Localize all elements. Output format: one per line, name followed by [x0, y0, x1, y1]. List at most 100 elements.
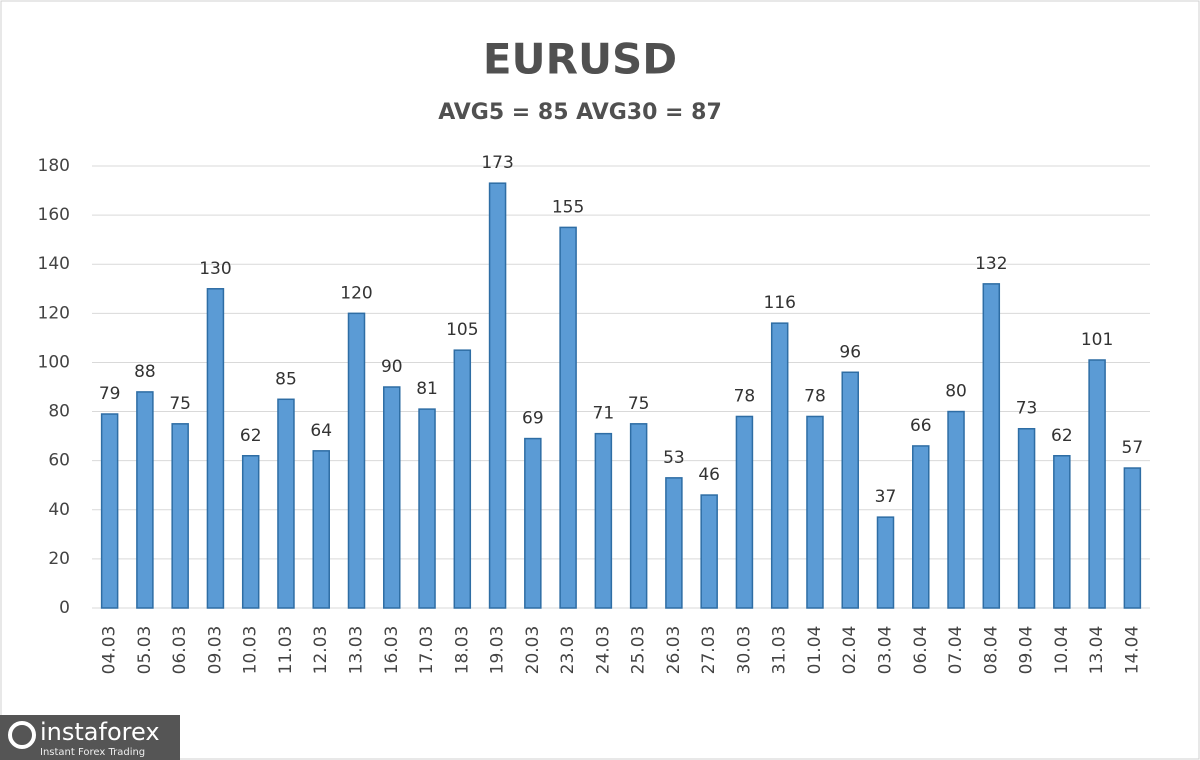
value-label: 75: [628, 394, 650, 414]
value-label: 130: [199, 259, 231, 279]
x-tick-label: 26.03: [664, 626, 684, 675]
bar: [559, 226, 577, 609]
x-tick-label: 06.04: [911, 626, 931, 675]
value-label: 81: [416, 379, 438, 399]
bar: [841, 371, 859, 609]
value-label: 78: [804, 386, 826, 406]
y-tick-label: 0: [59, 598, 70, 618]
value-label: 69: [522, 409, 544, 429]
value-label: 120: [340, 283, 372, 303]
x-tick-label: 13.04: [1087, 626, 1107, 675]
logo-name: instaforex: [40, 718, 160, 746]
bar: [100, 413, 119, 609]
bar: [770, 322, 789, 609]
bar: [982, 283, 1001, 609]
x-tick-label: 05.03: [135, 626, 155, 675]
x-tick-label: 10.04: [1052, 626, 1072, 675]
x-tick-label: 25.03: [629, 626, 649, 675]
bar: [629, 423, 648, 609]
value-label: 57: [1122, 438, 1144, 458]
logo-icon: [8, 721, 36, 749]
x-tick-label: 10.03: [241, 626, 261, 675]
x-tick-label: 12.03: [311, 626, 331, 675]
x-tick-label: 04.03: [100, 626, 120, 675]
bar: [383, 386, 401, 609]
value-label: 46: [698, 465, 720, 485]
x-tick-label: 31.03: [770, 626, 790, 675]
value-label: 78: [734, 386, 756, 406]
x-tick-label: 27.03: [699, 626, 719, 675]
logo-tagline: Instant Forex Trading: [40, 747, 145, 758]
bar: [912, 445, 930, 609]
bar: [735, 415, 754, 609]
bar: [347, 312, 366, 609]
bar: [876, 516, 895, 609]
bar: [524, 437, 542, 609]
x-tick-label: 13.03: [347, 626, 367, 675]
x-tick-label: 14.04: [1122, 626, 1142, 675]
x-tick-label: 03.04: [876, 626, 896, 675]
x-tick-label: 17.03: [417, 626, 437, 675]
x-tick-label: 06.03: [170, 626, 190, 675]
value-label: 85: [275, 369, 297, 389]
bar: [1088, 359, 1106, 609]
value-label: 66: [910, 416, 932, 436]
x-tick-label: 01.04: [805, 626, 825, 675]
y-tick-label: 140: [38, 254, 70, 274]
x-tick-label: 07.04: [946, 626, 966, 675]
x-tick-label: 08.04: [981, 626, 1001, 675]
chart-subtitle: AVG5 = 85 AVG30 = 87: [438, 100, 722, 125]
value-label: 62: [1051, 426, 1073, 446]
y-tick-label: 80: [48, 402, 70, 422]
x-tick-label: 02.04: [840, 626, 860, 675]
value-label: 75: [169, 394, 191, 414]
bar: [1017, 427, 1036, 609]
x-tick-label: 20.03: [523, 626, 543, 675]
value-label: 53: [663, 448, 685, 468]
bar: [277, 398, 295, 609]
value-label: 71: [593, 404, 615, 424]
y-tick-label: 120: [38, 303, 70, 323]
y-tick-label: 60: [48, 451, 70, 471]
x-tick-label: 16.03: [382, 626, 402, 675]
bar: [312, 450, 330, 609]
bar: [1123, 467, 1142, 609]
x-tick-label: 23.03: [558, 626, 578, 675]
bar: [136, 391, 154, 609]
value-label: 101: [1081, 330, 1113, 350]
bar: [453, 349, 472, 609]
value-label: 80: [945, 382, 967, 402]
value-label: 173: [481, 153, 513, 173]
y-tick-label: 40: [48, 500, 70, 520]
value-label: 116: [763, 293, 795, 313]
value-label: 96: [839, 342, 861, 362]
value-label: 73: [1016, 399, 1038, 419]
value-label: 62: [240, 426, 262, 446]
y-tick-label: 100: [38, 352, 70, 372]
bar: [418, 408, 436, 609]
y-tick-label: 20: [48, 549, 70, 569]
value-label: 105: [446, 320, 478, 340]
logo-box: [0, 715, 180, 760]
x-tick-label: 09.03: [205, 626, 225, 675]
bar: [806, 415, 824, 609]
x-tick-label: 09.04: [1017, 626, 1037, 675]
bar: [488, 182, 507, 609]
bar: [241, 455, 260, 609]
y-tick-label: 160: [38, 205, 70, 225]
chart-title: EURUSD: [483, 35, 677, 84]
value-label: 64: [310, 421, 332, 441]
bar: [665, 477, 683, 609]
value-label: 88: [134, 362, 156, 382]
x-tick-label: 30.03: [734, 626, 754, 675]
x-tick-label: 19.03: [488, 626, 508, 675]
bar: [947, 410, 965, 609]
bar: [1053, 455, 1071, 609]
value-label: 155: [552, 197, 584, 217]
x-tick-label: 11.03: [276, 626, 296, 675]
x-tick-label: 18.03: [452, 626, 472, 675]
logo: instaforex Instant Forex Trading: [0, 715, 180, 760]
bar: [171, 423, 189, 609]
